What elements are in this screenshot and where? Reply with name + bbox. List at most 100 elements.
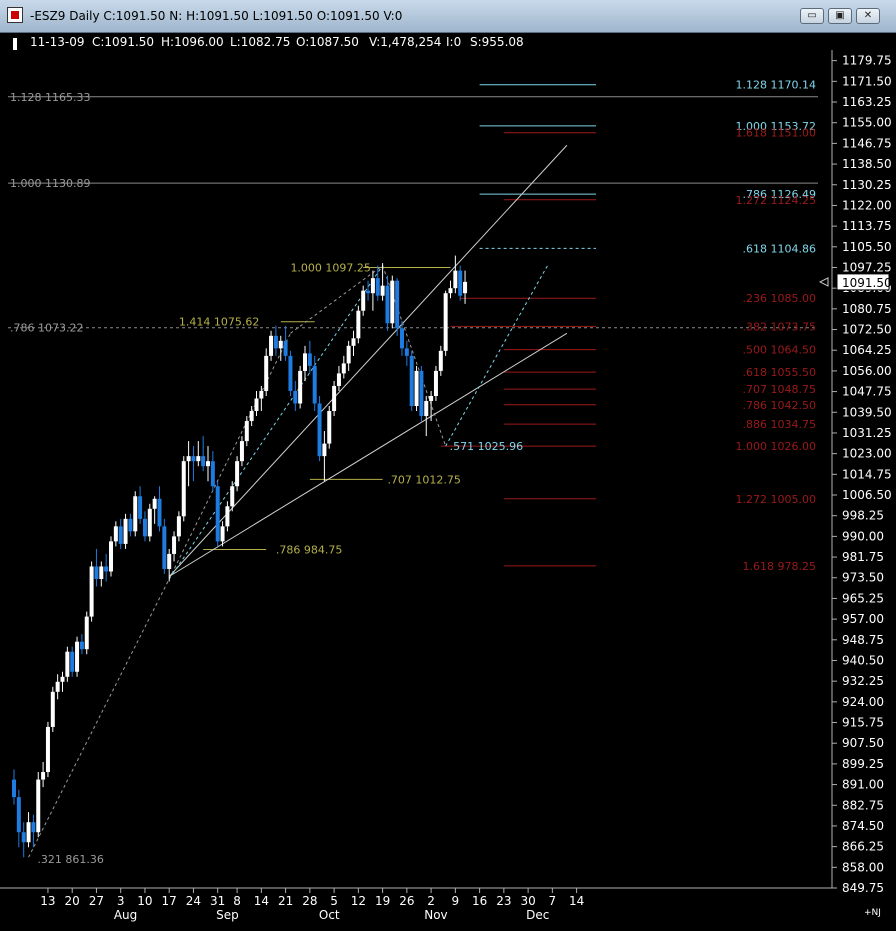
maximize-button[interactable]: ▣ (828, 8, 852, 24)
y-tick-label: 874.50 (842, 819, 884, 833)
candle (138, 486, 143, 524)
x-tick-label: 21 (278, 894, 293, 908)
y-tick-label: 932.25 (842, 674, 884, 688)
candle-body (123, 518, 128, 544)
window-title: -ESZ9 Daily C:1091.50 N: H:1091.50 L:109… (30, 9, 403, 23)
candle (375, 265, 380, 301)
candle-body (104, 566, 109, 572)
y-tick-label: 1080.75 (842, 302, 892, 316)
candle (433, 365, 438, 401)
app-icon[interactable] (7, 7, 23, 23)
candle-body (162, 526, 167, 569)
x-tick-label: 23 (496, 894, 511, 908)
candle (70, 646, 75, 677)
candle (332, 380, 337, 417)
candle (259, 385, 264, 412)
candle (75, 636, 80, 677)
candle-body (429, 395, 434, 401)
y-tick-label: 998.25 (842, 509, 884, 523)
fib-level-label: .618 1104.86 (743, 242, 816, 255)
candle (336, 365, 341, 391)
candle-body (157, 498, 162, 527)
candle-body (152, 498, 157, 509)
corner-tag: +NJ (864, 908, 881, 918)
price-chart[interactable]: 11-13-09 C:1091.50 H:1096.00 L:1082.75 O… (0, 32, 896, 931)
candle-body (283, 340, 288, 356)
candle-body (55, 681, 60, 692)
y-tick-label: 1023.00 (842, 447, 892, 461)
y-tick-label: 1039.50 (842, 405, 892, 419)
fib-level-label: 1.272 1005.00 (736, 493, 816, 506)
candle (41, 762, 46, 788)
x-tick-label: 28 (302, 894, 317, 908)
candle-body (12, 779, 16, 798)
candle (463, 270, 468, 304)
candle-body (191, 456, 196, 462)
candle-body (293, 390, 298, 404)
y-tick-label: 882.75 (842, 798, 884, 812)
x-tick-label: 5 (330, 894, 338, 908)
month-label: Sep (216, 908, 239, 922)
candle (380, 263, 385, 301)
annotation-label: .321 861.36 (37, 853, 103, 866)
candle (60, 671, 65, 692)
left-level-label: 1.000 1130.89 (10, 177, 90, 190)
candle-body (433, 370, 438, 396)
fib-level-label: .500 1064.50 (743, 344, 816, 357)
olive-level-label: .707 1012.75 (387, 473, 460, 486)
candle (21, 822, 26, 858)
candle (414, 365, 419, 412)
candle-body (70, 651, 75, 672)
candle-body (390, 280, 395, 324)
annotation-label: .571 1025.96 (450, 440, 523, 453)
candle-body (31, 822, 36, 833)
y-tick-label: 981.75 (842, 550, 884, 564)
close-button[interactable]: ✕ (856, 8, 880, 24)
candle (31, 814, 36, 848)
x-tick-label: 2 (427, 894, 435, 908)
y-tick-label: 1179.75 (842, 54, 892, 68)
level-labels: 1.128 1165.33 1.000 1130.89 .786 1073.22 1.… (10, 79, 816, 866)
candle-body (94, 566, 99, 579)
x-tick-label: 8 (233, 894, 241, 908)
candle-body (356, 310, 361, 339)
fib-level-label: 1.272 1124.25 (736, 194, 816, 207)
candle (109, 536, 113, 577)
x-tick-label: 3 (117, 894, 125, 908)
candle (438, 345, 443, 376)
month-label: Oct (319, 908, 340, 922)
candle-body (79, 641, 84, 650)
candle (448, 280, 453, 299)
y-tick-label: 915.75 (842, 716, 884, 730)
candle-body (75, 641, 80, 672)
candle-body (312, 365, 317, 404)
candle-body (288, 355, 293, 391)
candle-body (196, 456, 201, 462)
x-tick-label: 16 (472, 894, 487, 908)
candle (133, 491, 138, 537)
y-tick-label: 948.75 (842, 633, 884, 647)
y-tick-label: 858.00 (842, 860, 884, 874)
y-tick-label: 1171.50 (842, 74, 892, 88)
candle (12, 769, 16, 805)
candle-body (424, 400, 429, 417)
candle-body (239, 441, 244, 462)
candle (361, 285, 366, 316)
fib-level-label: .886 1034.75 (743, 418, 816, 431)
candle (429, 390, 434, 422)
candle-body (400, 328, 404, 349)
candle (147, 503, 152, 542)
candle (288, 350, 293, 396)
candle-body (346, 345, 351, 364)
candle-body (215, 486, 220, 542)
candle (196, 441, 201, 467)
month-label: Nov (424, 908, 447, 922)
candle-body (336, 373, 341, 386)
title-bar[interactable]: -ESZ9 Daily C:1091.50 N: H:1091.50 L:109… (0, 0, 896, 33)
fib-level-label: .786 1126.49 (743, 188, 816, 201)
candle-body (254, 398, 259, 412)
info-low: L:1082.75 (230, 35, 290, 49)
minimize-button[interactable]: ▭ (800, 8, 824, 24)
y-tick-label: 990.00 (842, 529, 884, 543)
candle (167, 548, 172, 582)
